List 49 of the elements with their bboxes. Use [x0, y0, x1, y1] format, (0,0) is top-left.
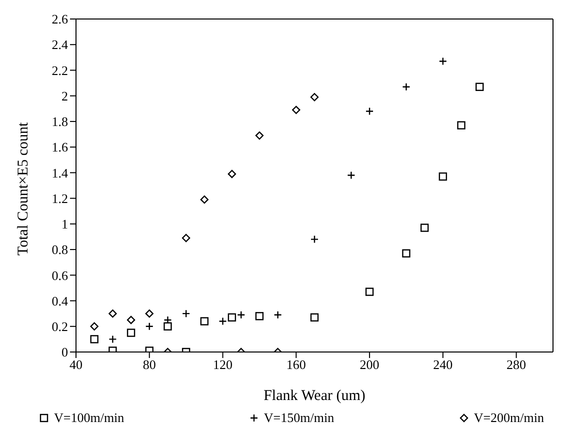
point — [255, 131, 264, 140]
x-tick-label: 80 — [142, 357, 156, 372]
legend-label: V=150m/min — [264, 410, 334, 426]
y-tick-label: 1.4 — [52, 165, 68, 180]
point — [402, 249, 410, 258]
point — [228, 313, 236, 322]
point — [90, 335, 98, 344]
point — [365, 288, 374, 296]
y-tick-label: 1 — [62, 216, 68, 232]
point — [145, 309, 154, 318]
y-axis-title: Total Count×E5 count — [15, 121, 32, 256]
y-tick-label: 0 — [62, 344, 68, 360]
y-tick-label: 2 — [62, 88, 68, 104]
y-tick-label: 1.6 — [52, 140, 68, 155]
point — [292, 106, 300, 114]
point — [476, 82, 484, 91]
y-tick-label: 0.6 — [52, 268, 68, 283]
y-tick-label: 2.2 — [52, 62, 68, 78]
x-tick-label: 40 — [70, 357, 82, 372]
y-tick-label: 2.4 — [52, 37, 68, 52]
legend-label: V=100m/min — [54, 410, 124, 426]
point — [90, 322, 98, 330]
point — [200, 195, 209, 204]
point — [126, 328, 136, 337]
point — [420, 224, 429, 232]
point — [255, 312, 264, 320]
x-tick-label: 120 — [213, 357, 233, 372]
x-tick-label: 160 — [286, 357, 306, 372]
y-tick-label: 0.2 — [52, 319, 68, 334]
y-tick-label: 1.2 — [52, 190, 68, 206]
y-tick-label: 0.8 — [52, 242, 68, 258]
x-tick-label: 240 — [433, 357, 453, 372]
point — [310, 313, 319, 322]
point — [182, 234, 190, 242]
y-tick-label: 0.4 — [52, 293, 68, 308]
y-tick-label: 2.6 — [52, 12, 68, 27]
point — [126, 316, 136, 324]
point — [108, 309, 117, 318]
x-tick-label: 200 — [360, 357, 380, 372]
point — [438, 172, 448, 181]
point — [164, 322, 172, 330]
point — [200, 317, 209, 326]
point — [310, 93, 319, 102]
y-tick-label: 1.8 — [52, 114, 68, 130]
point — [228, 170, 236, 178]
x-tick-label: 280 — [506, 357, 526, 372]
legend-label: V=200m/min — [474, 410, 544, 426]
point — [457, 121, 466, 130]
x-axis-title: Flank Wear (um) — [264, 388, 366, 404]
